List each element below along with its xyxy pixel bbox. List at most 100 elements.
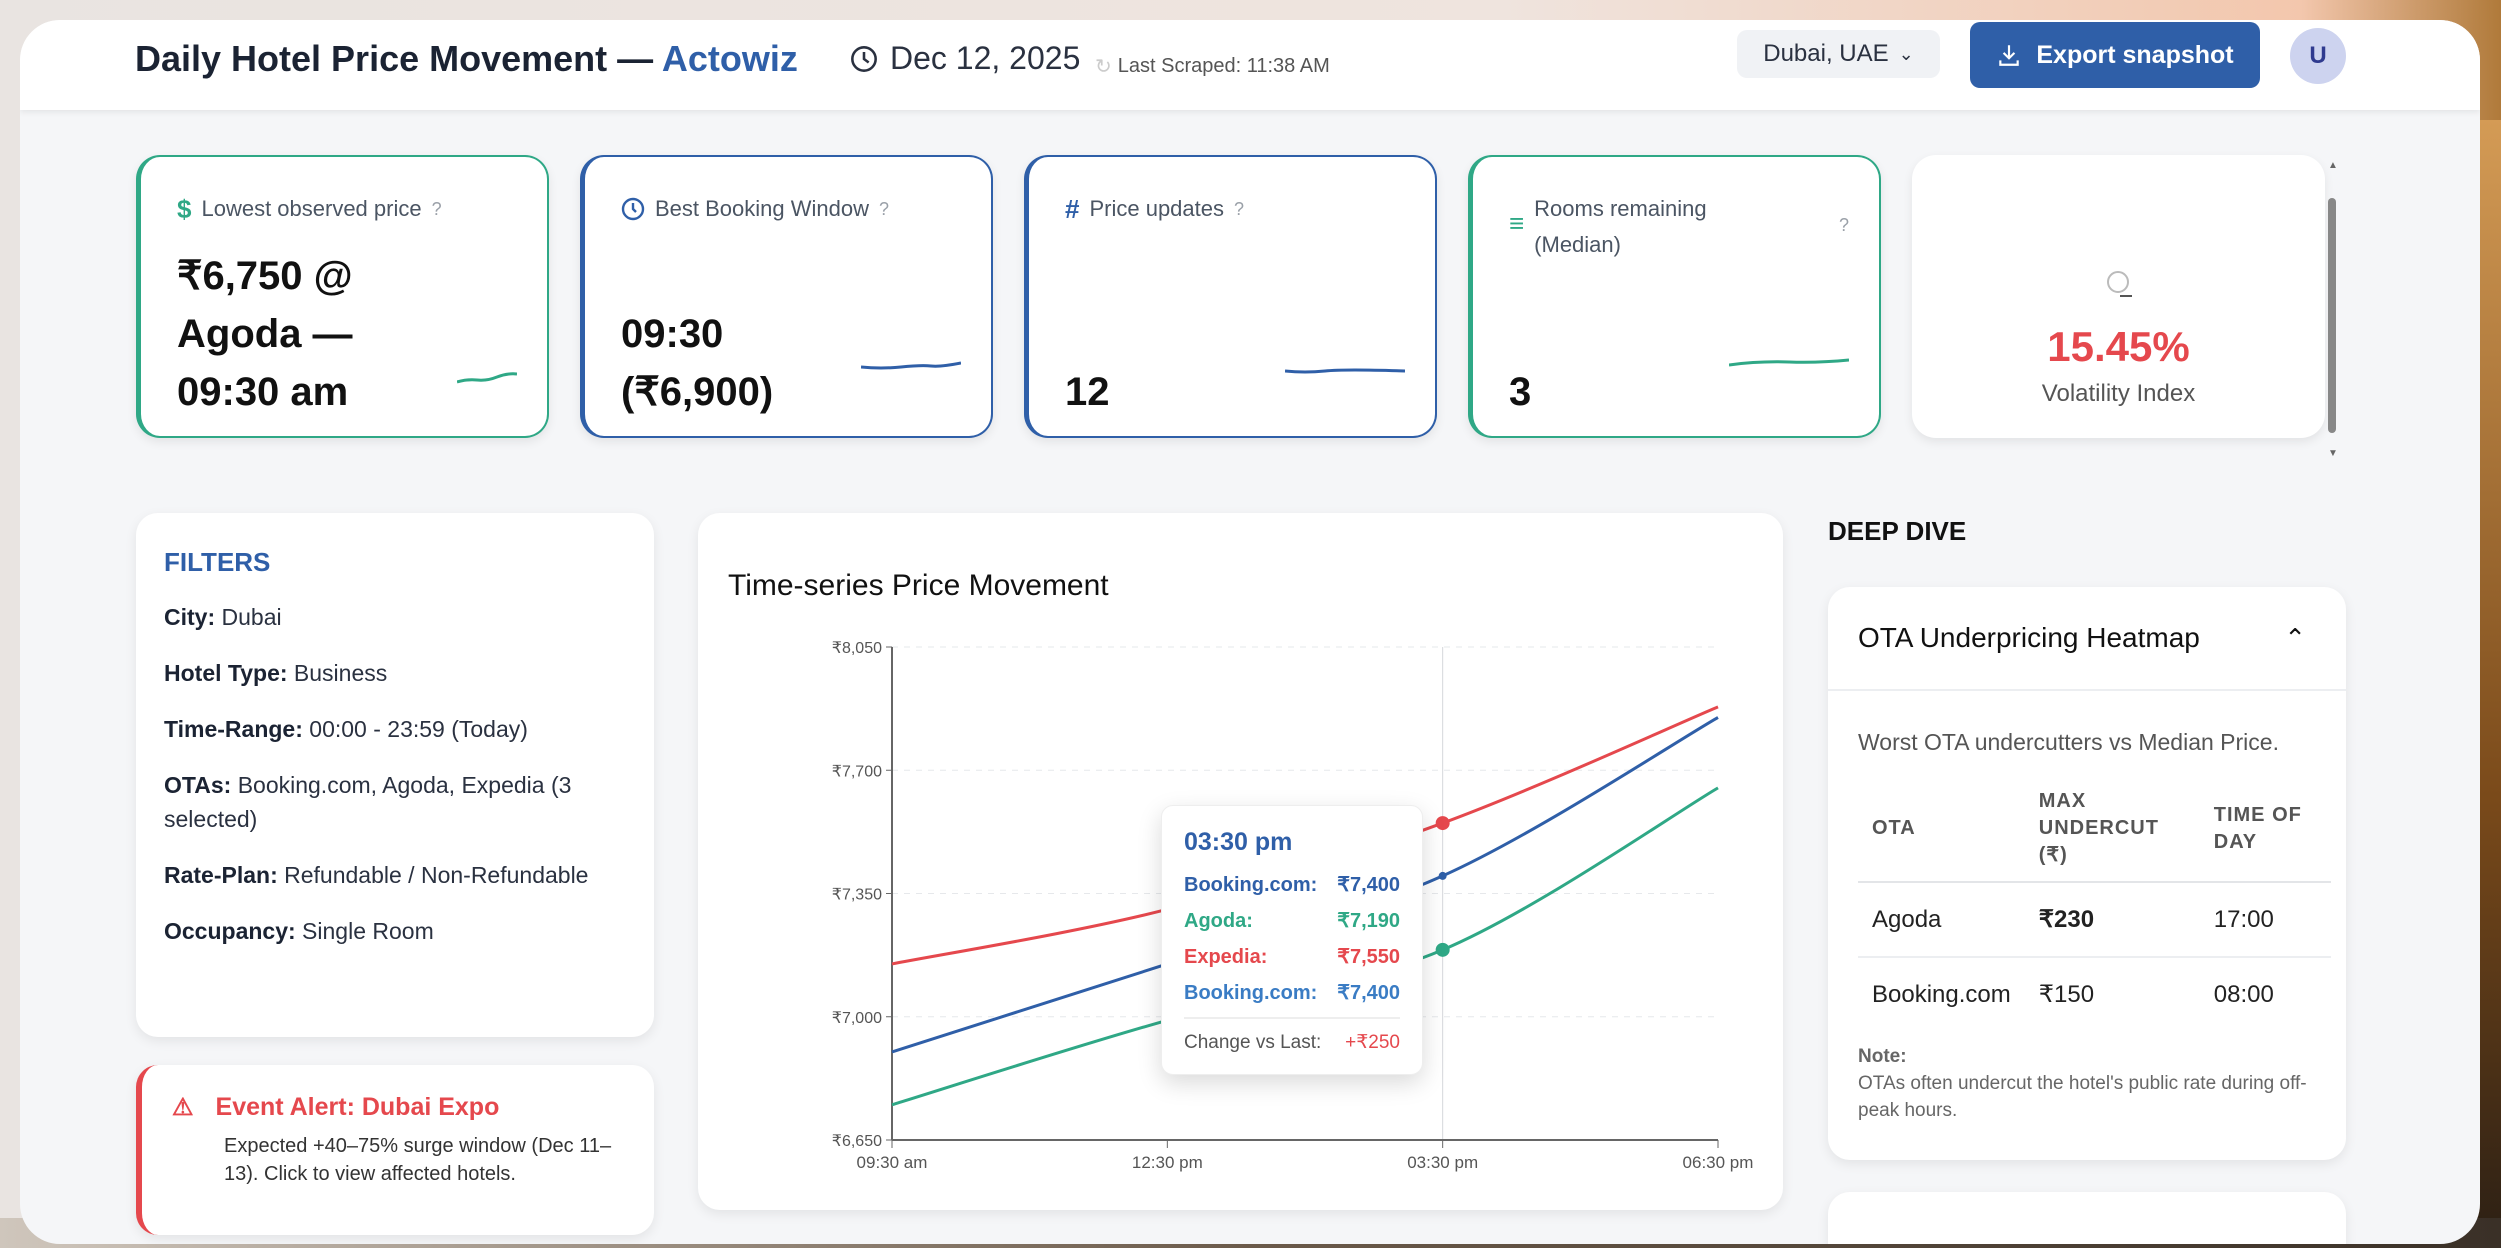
filter-value: Business — [293, 660, 388, 686]
x-tick-label: 03:30 pm — [1407, 1153, 1478, 1172]
filter-row[interactable]: OTAs: Booking.com, Agoda, Expedia (3 sel… — [164, 768, 626, 836]
filter-value: 00:00 - 23:59 (Today) — [309, 716, 528, 742]
refresh-icon: ↻ — [1095, 56, 1112, 78]
tooltip-change-label: Change vs Last: — [1184, 1032, 1322, 1053]
scroll-down-arrow[interactable]: ▼ — [2328, 448, 2338, 459]
filter-key: Rate-Plan: — [164, 862, 278, 888]
filter-row[interactable]: Hotel Type: Business — [164, 656, 626, 690]
tooltip-time: 03:30 pm — [1184, 828, 1293, 856]
tooltip-value: ₹7,190 — [1337, 910, 1400, 932]
last-scraped-text: Last Scraped: 11:38 AM — [1117, 55, 1330, 77]
alert-title: Event Alert: Dubai Expo — [215, 1093, 500, 1121]
page-title: Daily Hotel Price Movement — Actowiz — [135, 38, 798, 80]
filter-row[interactable]: Time-Range: 00:00 - 23:59 (Today) — [164, 712, 626, 746]
filter-row[interactable]: City: Dubai — [164, 600, 626, 634]
dashboard-window: Daily Hotel Price Movement — Actowiz Dec… — [20, 20, 2480, 1244]
filter-row[interactable]: Rate-Plan: Refundable / Non-Refundable — [164, 858, 626, 892]
scroll-up-arrow[interactable]: ▲ — [2328, 160, 2338, 171]
heatmap-subtitle: Worst OTA undercutters vs Median Price. — [1858, 729, 2279, 755]
undercut-cell: ₹150 — [2038, 981, 2095, 1008]
city-value: Dubai, UAE — [1763, 40, 1889, 67]
kpi-label-row: Best Booking Window? — [621, 191, 961, 227]
filter-value: Single Room — [302, 918, 434, 944]
filter-value: Booking.com, Agoda, Expedia (3 selected) — [164, 772, 572, 832]
help-icon[interactable]: ? — [431, 199, 442, 219]
column-header: MAX UNDERCUT (₹) — [2024, 776, 2200, 883]
tooltip-series: Agoda: — [1184, 910, 1253, 932]
tooltip-divider — [1184, 1017, 1400, 1019]
alert-text: Expected +40–75% surge window (Dec 11–13… — [224, 1135, 612, 1185]
table-row: Agoda ₹230 17:00 — [1858, 882, 2331, 958]
help-icon[interactable]: ? — [1234, 199, 1245, 219]
undercut-cell: ₹230 — [2024, 882, 2200, 958]
filter-key: OTAs: — [164, 772, 232, 798]
tooltip-series: Booking.com: — [1184, 982, 1318, 1004]
volatility-value: 15.45% — [2047, 323, 2190, 370]
filter-key: Occupancy: — [164, 918, 296, 944]
column-header: OTA — [1858, 776, 2025, 883]
download-icon — [1999, 45, 2020, 66]
event-alert[interactable]: ⚠ Event Alert: Dubai Expo Expected +40–75… — [136, 1065, 654, 1235]
column-header: TIME OF DAY — [2199, 776, 2331, 883]
kpi-scrollbar[interactable]: ▲ ▼ — [2325, 160, 2339, 465]
note-text: OTAs often undercut the hotel's public r… — [1858, 1073, 2307, 1121]
chart-title: Time-series Price Movement — [728, 569, 1109, 602]
deep-dive-next-card[interactable] — [1828, 1192, 2346, 1244]
tooltip-row: Agoda: ₹7,190 — [1184, 903, 1400, 939]
sparkline — [1729, 358, 1849, 367]
tooltip-row: Booking.com: ₹7,400 — [1184, 975, 1400, 1011]
chevron-up-icon[interactable]: ⌃ — [2284, 622, 2306, 653]
help-icon[interactable]: ? — [879, 199, 890, 219]
clock-icon — [851, 45, 877, 72]
filters-panel: FILTERS City: Dubai Hotel Type: Business T… — [136, 513, 654, 1037]
kpi-rooms-remaining: ≡ Rooms remaining (Median)? 3 — [1468, 155, 1881, 438]
note-label: Note: — [1858, 1046, 1907, 1067]
clock-icon — [621, 197, 645, 221]
help-icon[interactable]: ? — [1838, 215, 1849, 235]
export-label: Export snapshot — [2036, 40, 2234, 69]
kpi-label-row: $ Lowest observed price? — [177, 191, 517, 227]
kpi-value-line: (₹6,900) — [621, 370, 774, 414]
deep-dive-title: DEEP DIVE — [1828, 516, 1967, 546]
tooltip-value: ₹7,400 — [1337, 874, 1400, 896]
filter-key: Hotel Type: — [164, 660, 288, 686]
tooltip-change-value: +₹250 — [1345, 1032, 1400, 1053]
kpi-label: Lowest observed price — [201, 196, 422, 221]
search-icon — [2107, 271, 2132, 297]
city-dropdown[interactable]: Dubai, UAE ⌄ — [1737, 30, 1940, 78]
x-tick-label: 06:30 pm — [1683, 1153, 1754, 1172]
kpi-value-line: 09:30 — [621, 312, 724, 356]
filter-row[interactable]: Occupancy: Single Room — [164, 914, 626, 948]
heatmap-header[interactable]: OTA Underpricing Heatmap ⌃ — [1828, 587, 2346, 691]
last-scraped: ↻ Last Scraped: 11:38 AM — [1095, 54, 1330, 79]
kpi-price-updates: # Price updates? 12 — [1024, 155, 1437, 438]
title-text: Daily Hotel Price Movement — — [135, 38, 662, 79]
avatar[interactable]: U — [2290, 28, 2346, 84]
heatmap-title: OTA Underpricing Heatmap — [1858, 622, 2200, 653]
kpi-label: Best Booking Window — [655, 196, 869, 221]
y-tick-label: ₹7,000 — [832, 1010, 882, 1027]
brand-name: Actowiz — [661, 38, 798, 79]
kpi-lowest-price: $ Lowest observed price? ₹6,750 @ Agoda —… — [136, 155, 549, 438]
y-tick-label: ₹7,700 — [832, 763, 882, 780]
chevron-down-icon: ⌄ — [1898, 43, 1914, 64]
export-snapshot-button[interactable]: Export snapshot — [1970, 22, 2260, 88]
series-point — [1435, 816, 1450, 831]
kpi-label-row: # Price updates? — [1065, 191, 1405, 227]
scrollbar-thumb[interactable] — [2328, 198, 2336, 433]
filter-key: City: — [164, 604, 216, 630]
filter-value: Dubai — [221, 604, 282, 630]
time-cell: 08:00 — [2213, 980, 2274, 1008]
series-point — [1438, 871, 1447, 880]
kpi-volatility-index: 15.45% Volatility Index — [1912, 155, 2325, 438]
y-tick-label: ₹8,050 — [832, 640, 882, 657]
sparkline — [1285, 368, 1405, 374]
tooltip-value: ₹7,550 — [1337, 946, 1400, 968]
filters-title: FILTERS — [164, 547, 271, 577]
kpi-best-booking-window: Best Booking Window? 09:30 (₹6,900) — [580, 155, 993, 438]
ota-cell: Booking.com — [1872, 980, 2011, 1008]
sparkline — [457, 372, 517, 384]
warning-icon: ⚠ — [172, 1094, 194, 1121]
hash-icon: # — [1065, 194, 1080, 224]
filter-key: Time-Range: — [164, 716, 303, 742]
